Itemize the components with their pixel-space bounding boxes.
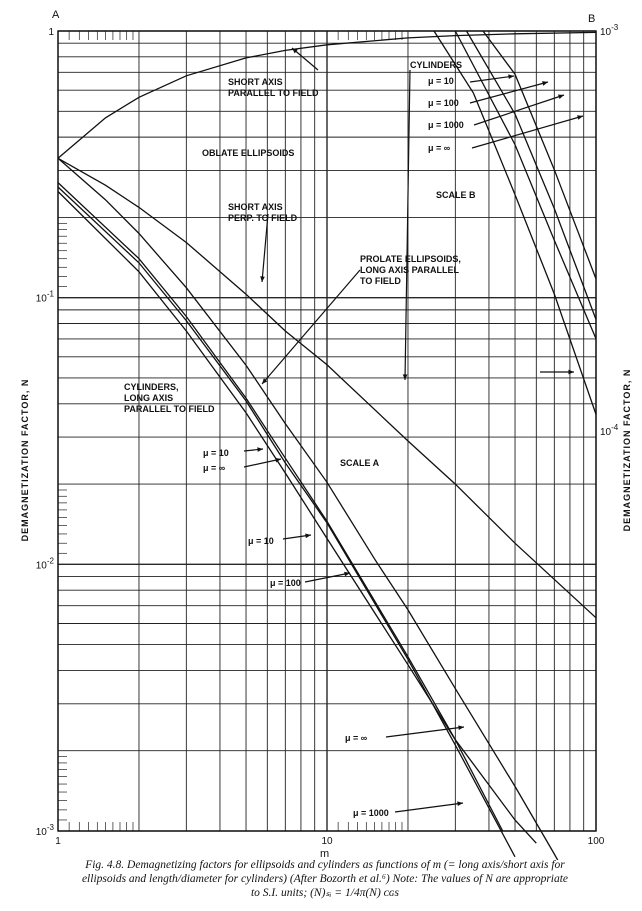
arrow-shaft	[261, 213, 269, 283]
y-axis-label-left: DEMAGNETIZATION FACTOR, N	[20, 379, 30, 542]
annotation-label: μ = 10	[248, 536, 274, 546]
grid	[57, 30, 597, 832]
arrow-head	[305, 533, 311, 539]
curves	[57, 30, 597, 860]
arrow-head	[558, 94, 564, 99]
arrow-shaft	[471, 115, 584, 149]
annotations: SHORT AXIS PARALLEL TO FIELD OBLATE ELLIPS…	[124, 60, 476, 818]
arrow-shaft	[469, 81, 549, 104]
arrow-head	[542, 81, 548, 86]
curve-scale-b	[465, 30, 597, 320]
arrow-shaft	[261, 269, 361, 385]
caption-line-3: to S.I. units; (N)ₛᵢ = 1/4π(N) ᴄɢs	[250, 887, 400, 899]
curve-scale-b	[482, 30, 597, 280]
annotation-label: μ = ∞	[345, 733, 368, 743]
annotation-label: OBLATE ELLIPSOIDS	[202, 148, 294, 158]
arrow-shaft	[404, 69, 411, 381]
corner-label-a: A	[52, 9, 60, 21]
caption-line-2: ellipsoids and length/diameter for cylin…	[81, 873, 569, 885]
arrow-head	[292, 48, 298, 54]
arrow-shaft	[385, 726, 465, 738]
y-tick-label-right: 10-4	[600, 423, 619, 438]
curve-scale-a	[57, 191, 537, 844]
x-tick-label: 10	[321, 836, 333, 847]
arrow-head	[257, 447, 263, 452]
arrow-shaft	[243, 458, 282, 468]
arrow-shaft	[291, 47, 319, 71]
annotation-label: SCALE B	[436, 190, 476, 200]
plot-frame	[57, 30, 597, 832]
annotation-label: CYLINDERS	[410, 60, 462, 70]
annotation-label: SCALE A	[340, 458, 380, 468]
annotation-label: μ = 1000	[428, 120, 464, 130]
annotation-arrows	[243, 47, 584, 813]
curve-scale-a	[57, 186, 516, 858]
arrow-head	[508, 74, 514, 80]
arrow-head	[275, 457, 281, 463]
arrow-head	[457, 801, 463, 807]
y-axis-label-right: DEMAGNETIZATION FACTOR, N	[622, 369, 632, 532]
annotation-label: μ = 100	[270, 578, 301, 588]
annotation-label: μ = 1000	[353, 808, 389, 818]
annotation-label: CYLINDERS, LONG AXIS PARALLEL TO FIELD	[124, 382, 215, 414]
arrow-shaft	[394, 802, 464, 813]
annotation-label: μ = 10	[428, 76, 454, 86]
annotation-label: μ = 10	[203, 448, 229, 458]
arrow-shaft	[469, 75, 515, 83]
curve-scale-a	[57, 157, 597, 619]
annotation-label: μ = ∞	[428, 143, 451, 153]
annotation-label: SHORT AXIS PARALLEL TO FIELD	[228, 77, 319, 98]
corner-label-b: B	[588, 13, 595, 25]
x-tick-label: 1	[55, 836, 61, 847]
arrow-head	[262, 378, 268, 384]
curve-scale-b	[433, 30, 597, 415]
annotation-label: μ = 100	[428, 98, 459, 108]
caption-line-1: Fig. 4.8. Demagnetizing factors for elli…	[85, 859, 565, 871]
y-tick-label-left: 10-1	[36, 290, 55, 305]
arrow-head	[458, 725, 464, 731]
arrow-head	[568, 369, 574, 375]
figure-caption: Fig. 4.8. Demagnetizing factors for elli…	[20, 858, 630, 900]
demagnetization-chart: 1 10 100 1 10-1 10-2 10-3 10-3 10-4 SHORT AXIS PA…	[20, 9, 632, 860]
arrow-head	[402, 374, 408, 380]
arrow-shaft	[304, 572, 351, 583]
annotation-label: μ = ∞	[203, 463, 226, 473]
arrow-head	[260, 276, 265, 282]
arrow-shaft	[473, 94, 565, 126]
curve-scale-a	[57, 31, 597, 159]
x-tick-label: 100	[588, 836, 605, 847]
y-tick-label-left: 10-3	[36, 823, 55, 838]
x-axis-label: m	[320, 848, 329, 860]
curve-scale-a	[57, 157, 559, 860]
curve-scale-b	[454, 30, 597, 340]
arrow-head	[344, 571, 350, 577]
curve-scale-a	[57, 182, 504, 832]
arrow-head	[577, 115, 583, 120]
annotation-label: SHORT AXIS PERP. TO FIELD	[228, 202, 298, 223]
y-tick-label-right: 10-3	[600, 23, 619, 38]
y-tick-label-left: 10-2	[36, 556, 55, 571]
annotation-label: PROLATE ELLIPSOIDS, LONG AXIS PARALLEL TO …	[360, 254, 461, 286]
y-tick-label-left: 1	[48, 27, 54, 38]
